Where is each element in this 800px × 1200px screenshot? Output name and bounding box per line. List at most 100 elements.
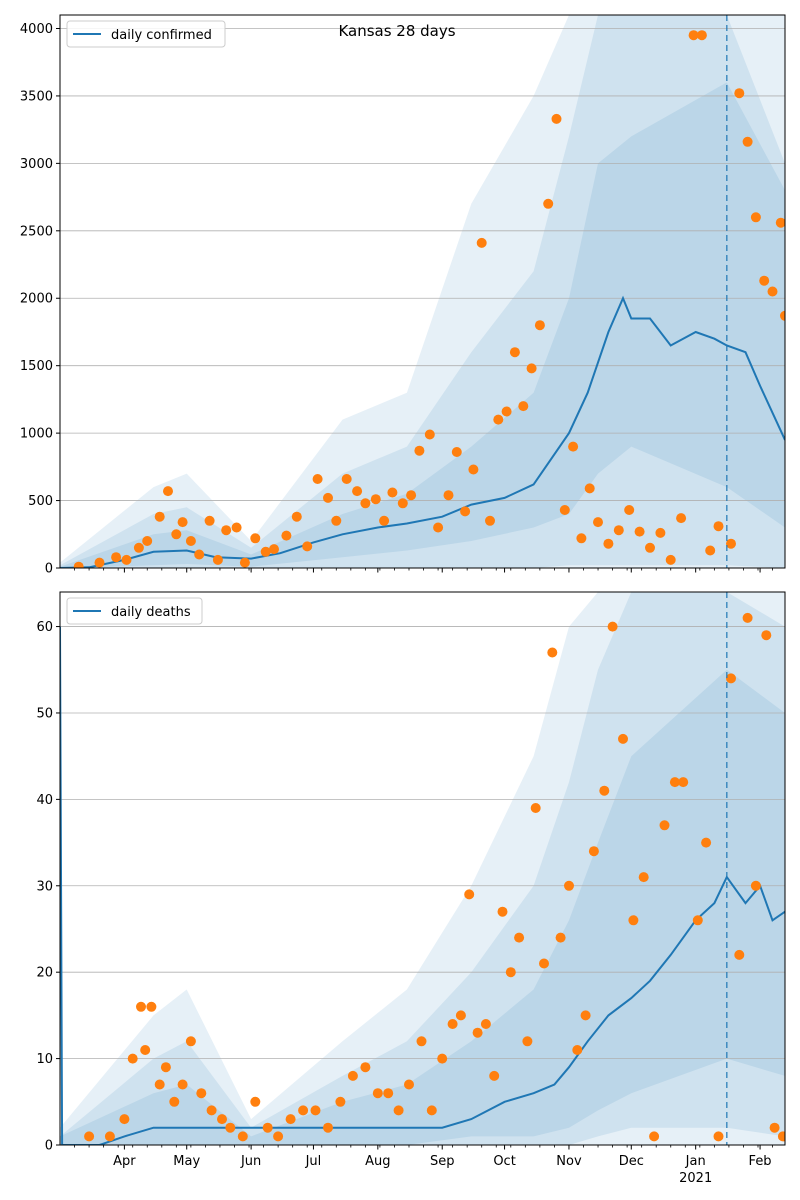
- confirmed-data-point: [312, 474, 323, 484]
- confirmed-data-point: [281, 530, 292, 541]
- confirmed-data-point: [397, 498, 408, 509]
- deaths-data-point: [383, 1088, 394, 1099]
- confirmed-data-point: [476, 237, 487, 248]
- confirmed-data-point: [509, 347, 520, 358]
- deaths-data-point: [298, 1105, 309, 1116]
- deaths-ytick-label: 30: [36, 879, 53, 894]
- confirmed-data-point: [212, 554, 223, 565]
- confirmed-data-point: [204, 515, 215, 526]
- confirmed-data-point: [177, 517, 188, 528]
- confirmed-ytick-label: 2000: [20, 292, 53, 307]
- deaths-ytick-label: 10: [36, 1052, 53, 1067]
- deaths-data-point: [154, 1079, 165, 1090]
- deaths-band-middle: [60, 592, 785, 1145]
- deaths-data-point: [628, 915, 639, 926]
- confirmed-data-point: [726, 538, 736, 549]
- deaths-data-point: [618, 733, 628, 744]
- deaths-uncertainty-bands: [60, 592, 785, 1145]
- confirmed-data-point: [593, 517, 603, 528]
- confirmed-data-point: [526, 363, 537, 374]
- deaths-data-point: [547, 647, 558, 658]
- xtick-label: Jan: [685, 1154, 706, 1169]
- confirmed-data-point: [460, 506, 471, 517]
- deaths-data-point: [769, 1122, 780, 1133]
- deaths-data-point: [572, 1045, 583, 1055]
- confirmed-data-point: [584, 483, 595, 494]
- xtick-label: Apr: [113, 1154, 136, 1169]
- confirmed-data-point: [468, 464, 479, 475]
- deaths-data-point: [237, 1131, 248, 1142]
- confirmed-data-point: [705, 545, 716, 556]
- confirmed-data-point: [185, 536, 196, 546]
- xtick-label: Oct: [493, 1154, 515, 1169]
- deaths-data-point: [638, 872, 649, 883]
- confirmed-axes-frame: [59, 14, 786, 569]
- xtick-label: Nov: [556, 1154, 582, 1169]
- deaths-data-point: [649, 1131, 660, 1142]
- deaths-ytick-label: 20: [36, 966, 53, 981]
- deaths-mean-path: [60, 626, 785, 1145]
- xtick-year-label: 2021: [679, 1171, 712, 1186]
- deaths-data-point: [225, 1122, 236, 1133]
- deaths-data-point: [539, 958, 549, 969]
- xtick-label: Jun: [240, 1154, 261, 1169]
- deaths-data-point: [136, 1001, 146, 1012]
- deaths-data-point: [160, 1062, 171, 1073]
- deaths-data-point: [104, 1131, 115, 1142]
- deaths-data-point: [360, 1062, 371, 1073]
- confirmed-data-point: [433, 522, 444, 533]
- deaths-data-point: [522, 1036, 533, 1047]
- deaths-observed-points: [84, 612, 785, 1142]
- deaths-data-point: [169, 1096, 180, 1107]
- deaths-panel: 0 10 20 30 40 50 60 Apr May Jun Jul Aug Sep Oct Nov De…: [36, 591, 786, 1186]
- deaths-data-point: [599, 785, 610, 796]
- confirmed-data-point: [493, 414, 504, 425]
- deaths-data-point: [185, 1036, 196, 1047]
- deaths-ytick-label: 60: [36, 620, 53, 635]
- confirmed-legend-label: daily confirmed: [111, 28, 212, 43]
- confirmed-data-point: [260, 546, 271, 557]
- confirmed-observed-points: [73, 30, 785, 568]
- confirmed-data-point: [133, 542, 144, 553]
- deaths-data-point: [734, 949, 745, 960]
- confirmed-data-point: [559, 505, 570, 515]
- confirmed-ytick-label: 2500: [20, 224, 53, 239]
- confirmed-data-point: [734, 88, 745, 99]
- confirmed-data-point: [759, 275, 770, 286]
- deaths-x-ticks: Apr May Jun Jul Aug Sep Oct Nov Dec Jan Feb 2021: [74, 1145, 773, 1186]
- deaths-y-ticks: 0 10 20 30 40 50 60: [36, 620, 60, 1154]
- confirmed-data-point: [767, 286, 778, 297]
- confirmed-data-point: [424, 429, 435, 440]
- confirmed-data-point: [742, 136, 753, 147]
- deaths-data-point: [669, 777, 680, 788]
- confirmed-data-point: [331, 515, 342, 526]
- confirmed-ytick-label: 4000: [20, 22, 53, 37]
- deaths-ytick-label: 50: [36, 706, 53, 721]
- deaths-data-point: [678, 777, 689, 788]
- xtick-label: Aug: [365, 1154, 390, 1169]
- confirmed-data-point: [696, 30, 707, 41]
- confirmed-data-point: [443, 490, 454, 501]
- deaths-data-point: [489, 1070, 500, 1081]
- deaths-data-point: [777, 1131, 785, 1142]
- confirmed-ytick-label: 500: [28, 494, 53, 509]
- confirmed-data-point: [603, 538, 614, 549]
- deaths-data-point: [140, 1045, 151, 1055]
- confirmed-ytick-label: 1000: [20, 427, 53, 442]
- deaths-data-point: [659, 820, 670, 831]
- xtick-label: Feb: [749, 1154, 772, 1169]
- deaths-legend-box: [66, 597, 203, 625]
- confirmed-data-point: [451, 447, 462, 457]
- deaths-data-point: [530, 803, 541, 813]
- deaths-axes-frame: [59, 591, 786, 1146]
- confirmed-data-point: [568, 441, 579, 452]
- deaths-data-point: [217, 1114, 227, 1125]
- deaths-mean-line: [60, 626, 785, 1145]
- confirmed-data-point: [665, 554, 676, 565]
- confirmed-data-point: [551, 113, 562, 124]
- xtick-label: Sep: [430, 1154, 455, 1169]
- deaths-data-point: [514, 932, 525, 943]
- deaths-data-point: [497, 906, 508, 917]
- confirmed-ytick-label: 1500: [20, 359, 53, 374]
